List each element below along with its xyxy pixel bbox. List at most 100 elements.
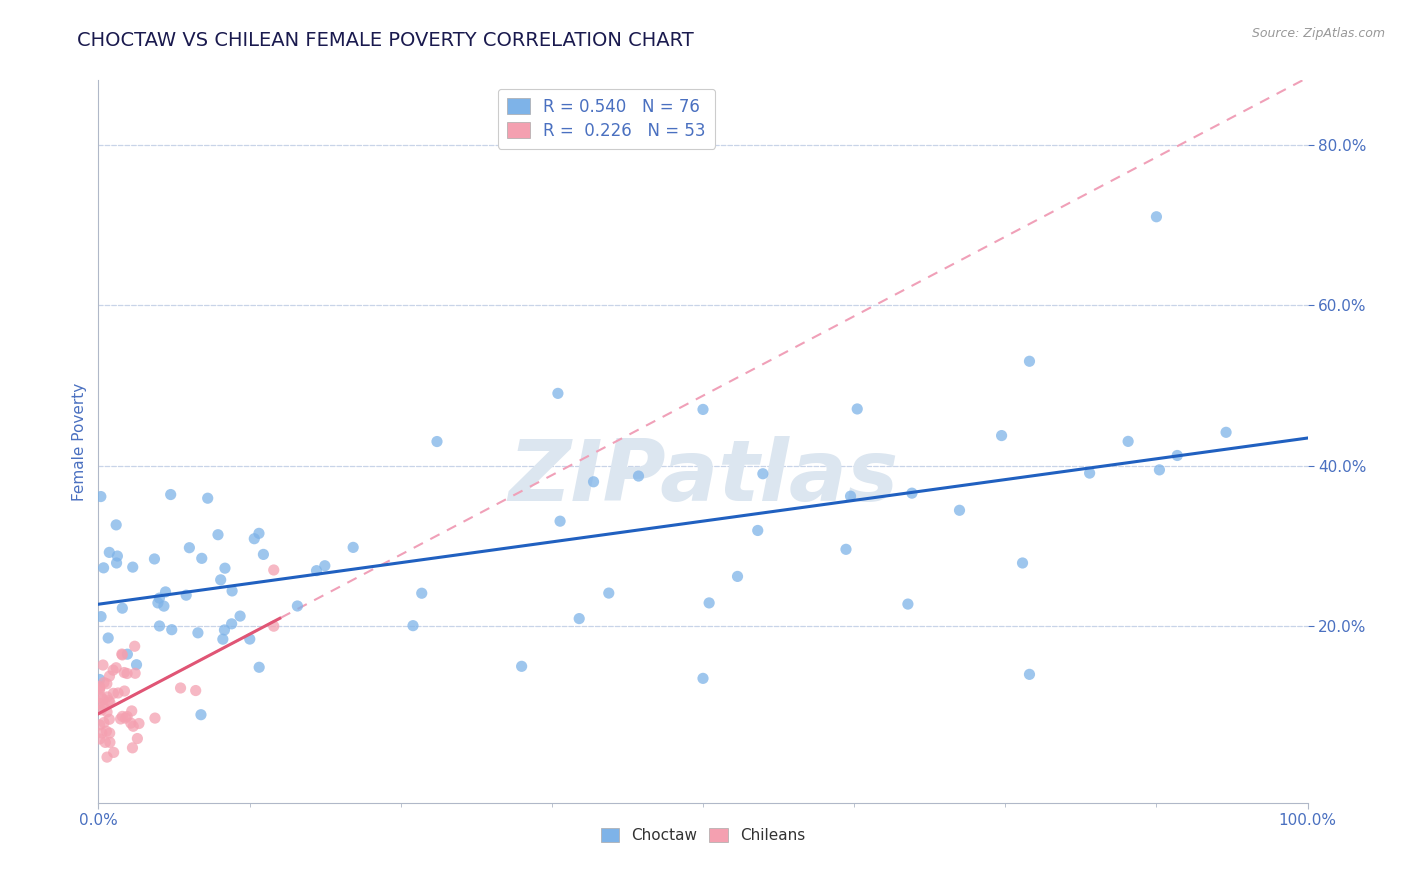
Point — [89, 718, 111, 732]
Point — [146, 596, 169, 610]
Point — [287, 599, 309, 613]
Point — [98, 669, 121, 683]
Text: Source: ZipAtlas.com: Source: ZipAtlas.com — [1251, 27, 1385, 40]
Point — [105, 661, 128, 675]
Point — [190, 551, 212, 566]
Point — [510, 659, 533, 673]
Point — [153, 599, 176, 614]
Point — [211, 632, 233, 647]
Point — [148, 619, 170, 633]
Y-axis label: Female Poverty: Female Poverty — [72, 383, 87, 500]
Point — [111, 648, 134, 662]
Point — [89, 697, 111, 711]
Point — [692, 402, 714, 417]
Point — [305, 564, 328, 578]
Point — [184, 683, 207, 698]
Point — [627, 469, 650, 483]
Point — [209, 573, 232, 587]
Text: CHOCTAW VS CHILEAN FEMALE POVERTY CORRELATION CHART: CHOCTAW VS CHILEAN FEMALE POVERTY CORREL… — [77, 31, 695, 50]
Point — [115, 666, 138, 681]
Point — [125, 657, 148, 672]
Point — [568, 611, 591, 625]
Point — [243, 532, 266, 546]
Point — [143, 711, 166, 725]
Point — [98, 712, 121, 726]
Point — [91, 692, 114, 706]
Point — [155, 585, 177, 599]
Point — [103, 746, 125, 760]
Point — [97, 631, 120, 645]
Point — [1149, 463, 1171, 477]
Point — [89, 681, 111, 695]
Point — [169, 681, 191, 695]
Point — [93, 675, 115, 690]
Point — [411, 586, 433, 600]
Point — [96, 677, 118, 691]
Point — [90, 726, 112, 740]
Point — [752, 467, 775, 481]
Point — [148, 591, 170, 606]
Point — [1018, 354, 1040, 368]
Point — [179, 541, 201, 555]
Point — [89, 682, 111, 697]
Point — [97, 693, 120, 707]
Point — [107, 686, 129, 700]
Point — [105, 549, 128, 563]
Point — [96, 705, 118, 719]
Point — [89, 731, 111, 746]
Point — [247, 526, 270, 541]
Point — [221, 616, 243, 631]
Point — [89, 680, 111, 694]
Point — [897, 597, 920, 611]
Point — [98, 735, 121, 749]
Point — [110, 712, 132, 726]
Point — [582, 475, 605, 489]
Point — [121, 560, 143, 574]
Point — [121, 740, 143, 755]
Point — [105, 517, 128, 532]
Point — [115, 709, 138, 723]
Point — [727, 569, 749, 583]
Point — [90, 490, 112, 504]
Legend: Choctaw, Chileans: Choctaw, Chileans — [595, 822, 811, 849]
Point — [111, 601, 134, 615]
Point — [314, 558, 336, 573]
Point — [105, 556, 128, 570]
Point — [901, 486, 924, 500]
Point — [124, 639, 146, 653]
Point — [1146, 210, 1168, 224]
Point — [190, 707, 212, 722]
Point — [98, 545, 121, 559]
Point — [124, 666, 146, 681]
Point — [1018, 667, 1040, 681]
Point — [111, 647, 134, 661]
Point — [111, 709, 134, 723]
Point — [117, 647, 139, 661]
Point — [122, 719, 145, 733]
Point — [197, 491, 219, 506]
Point — [120, 716, 142, 731]
Point — [89, 673, 111, 687]
Point — [174, 588, 197, 602]
Point — [96, 750, 118, 764]
Point — [112, 665, 135, 680]
Point — [128, 716, 150, 731]
Point — [90, 703, 112, 717]
Point — [263, 563, 285, 577]
Point — [91, 658, 114, 673]
Point — [846, 401, 869, 416]
Point — [1011, 556, 1033, 570]
Point — [221, 583, 243, 598]
Point — [948, 503, 970, 517]
Point — [692, 671, 714, 685]
Point — [187, 625, 209, 640]
Point — [990, 428, 1012, 442]
Point — [342, 541, 364, 555]
Point — [1166, 449, 1188, 463]
Point — [548, 514, 571, 528]
Point — [697, 596, 720, 610]
Point — [426, 434, 449, 449]
Point — [747, 524, 769, 538]
Point — [98, 696, 121, 710]
Point — [839, 489, 862, 503]
